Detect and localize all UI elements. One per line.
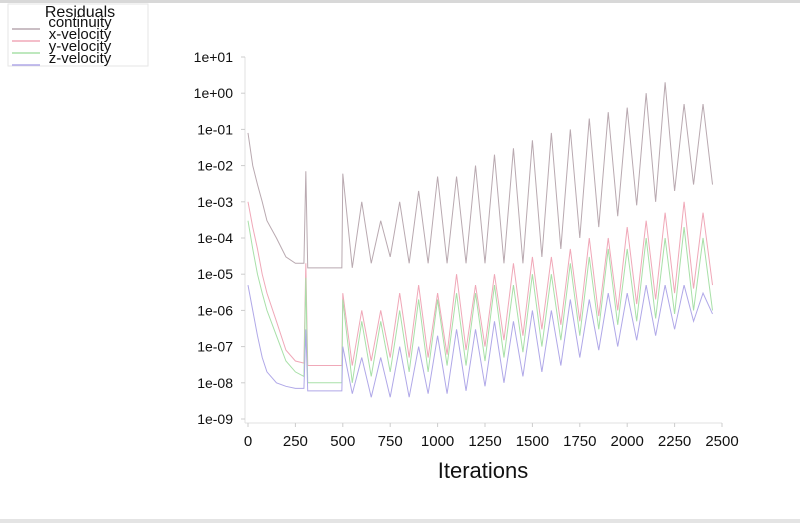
x-tick-label: 500 xyxy=(330,433,355,450)
x-tick-label: 2000 xyxy=(611,433,644,450)
x-axis-label: Iterations xyxy=(438,458,529,483)
y-tick-label: 1e-04 xyxy=(197,230,233,246)
y-tick-label: 1e-05 xyxy=(197,266,233,282)
x-tick-label: 2250 xyxy=(658,433,691,450)
y-tick-label: 1e+01 xyxy=(194,49,234,65)
y-tick-label: 1e-08 xyxy=(197,375,233,391)
y-tick-label: 1e-09 xyxy=(197,411,233,427)
legend-label: x-velocity xyxy=(49,26,112,43)
y-tick-label: 1e-01 xyxy=(197,121,233,137)
top-border xyxy=(0,0,800,3)
y-tick-label: 1e-06 xyxy=(197,302,233,318)
x-tick-label: 2500 xyxy=(705,433,738,450)
residual-line xyxy=(247,284,713,398)
legend-label: continuity xyxy=(48,14,112,31)
bottom-border xyxy=(0,519,800,523)
residual-line xyxy=(247,82,714,269)
legend-label: z-velocity xyxy=(49,50,112,67)
x-tick-label: 1000 xyxy=(421,433,454,450)
legend-title: Residuals xyxy=(45,4,115,21)
x-tick-label: 250 xyxy=(283,433,308,450)
x-tick-label: 0 xyxy=(244,433,252,450)
legend-box xyxy=(7,3,149,67)
residual-line xyxy=(247,220,714,384)
x-tick-label: 1750 xyxy=(563,433,596,450)
y-tick-label: 1e+00 xyxy=(194,85,234,101)
x-tick-label: 1500 xyxy=(516,433,549,450)
legend-label: y-velocity xyxy=(49,38,112,55)
y-tick-label: 1e-03 xyxy=(197,194,233,210)
residual-line xyxy=(247,201,714,367)
y-tick-label: 1e-07 xyxy=(197,339,233,355)
x-tick-label: 750 xyxy=(378,433,403,450)
x-tick-label: 1250 xyxy=(468,433,501,450)
y-tick-label: 1e-02 xyxy=(197,158,233,174)
